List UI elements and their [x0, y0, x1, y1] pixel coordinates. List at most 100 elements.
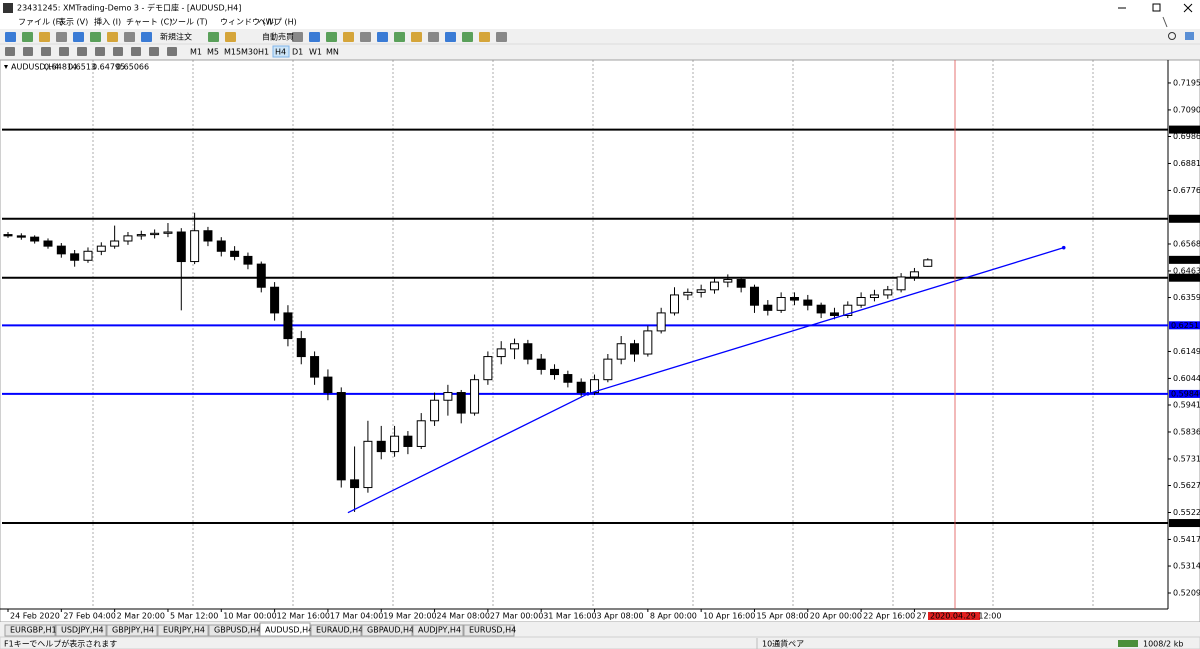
x-tick-label: 15 Apr 08:00 — [756, 612, 808, 621]
header-marker — [4, 65, 8, 69]
menu-item[interactable]: ウィンドウ (W) — [220, 18, 277, 27]
toolbar-icon[interactable] — [73, 32, 84, 42]
tab-label[interactable]: EURUSD,H4 — [469, 626, 516, 635]
tab-label[interactable]: GBPUSD,H4 — [214, 626, 261, 635]
tool-icon[interactable] — [77, 47, 87, 56]
tool-icon[interactable] — [113, 47, 123, 56]
new-order-button[interactable]: 新規注文 — [160, 32, 192, 42]
x-tick-label: 3 Apr 08:00 — [597, 612, 644, 621]
timeframe-button[interactable]: M1 — [190, 48, 202, 57]
tab[interactable] — [106, 624, 158, 637]
toolbar-icon[interactable] — [479, 32, 490, 42]
timeframe-button[interactable]: MN — [326, 48, 339, 57]
tab[interactable] — [4, 624, 56, 637]
tab-label[interactable]: GBPAUD,H4 — [367, 626, 414, 635]
tab[interactable] — [361, 624, 413, 637]
timeframe-button[interactable]: W1 — [309, 48, 322, 57]
tab[interactable] — [463, 624, 515, 637]
community-icon[interactable] — [1185, 32, 1194, 40]
menu-item[interactable]: 挿入 (I) — [94, 17, 121, 27]
tab[interactable] — [259, 622, 311, 637]
menu-item[interactable]: ヘルプ (H) — [258, 18, 297, 27]
toolbar-icon[interactable] — [292, 32, 303, 42]
y-tick-label: 0.54179 — [1173, 535, 1200, 544]
toolbar-icon[interactable] — [343, 32, 354, 42]
candle-body — [603, 358, 613, 381]
toolbar-icon[interactable] — [225, 32, 236, 42]
candle-body — [56, 245, 66, 255]
toolbar-icon[interactable] — [462, 32, 473, 42]
window-controls[interactable] — [1118, 3, 1193, 13]
auto-trade-button[interactable]: 自動売買 — [262, 32, 294, 42]
tab-label[interactable]: AUDUSD,H4 — [265, 626, 313, 635]
toolbar-icon[interactable] — [377, 32, 388, 42]
toolbar-icon[interactable] — [124, 32, 135, 42]
toolbar-icon[interactable] — [90, 32, 101, 42]
tool-icon[interactable] — [131, 47, 141, 56]
candle-body — [456, 392, 466, 414]
toolbar-icon[interactable] — [107, 32, 118, 42]
toolbar-icon[interactable] — [394, 32, 405, 42]
tool-icon[interactable] — [149, 47, 159, 56]
tab[interactable] — [55, 624, 107, 637]
search-icon[interactable] — [1168, 32, 1176, 40]
tab-label[interactable]: EURAUD,H4 — [316, 626, 363, 635]
timeframe-button[interactable]: H1 — [258, 48, 269, 57]
close-button[interactable] — [1183, 3, 1193, 13]
toolbar-icon[interactable] — [208, 32, 219, 42]
y-tick-label: 0.55229 — [1173, 508, 1200, 517]
menu-item[interactable]: 表示 (V) — [58, 17, 88, 27]
candle-body — [270, 286, 280, 314]
timeframe-button[interactable]: H4 — [275, 48, 286, 57]
tool-icon[interactable] — [5, 47, 15, 56]
timeframe-button[interactable]: M15 — [224, 48, 241, 57]
menu-item[interactable]: ファイル (F) — [18, 18, 63, 27]
x-tick-label: 20 Apr 00:00 — [810, 612, 862, 621]
candle-body — [470, 379, 480, 414]
toolbar-icon[interactable] — [56, 32, 67, 42]
tool-icon[interactable] — [167, 47, 177, 56]
tool-icon[interactable] — [95, 47, 105, 56]
tab[interactable] — [310, 624, 362, 637]
level-price-label: 0.54818 — [1171, 519, 1200, 528]
candle-body — [216, 240, 226, 252]
bid-price-label: 0.65066 — [1171, 255, 1200, 264]
tab-label[interactable]: EURJPY,H4 — [163, 626, 205, 635]
x-tick-label: 17 Mar 04:00 — [330, 612, 383, 621]
timeframe-button[interactable]: M5 — [207, 48, 219, 57]
tab[interactable] — [208, 624, 260, 637]
tab[interactable] — [157, 624, 209, 637]
y-tick-label: 0.56279 — [1173, 481, 1200, 490]
timeframe-button[interactable]: M30 — [241, 48, 258, 57]
connection-icon — [1118, 640, 1138, 647]
candle-body — [763, 304, 773, 311]
toolbar-icon[interactable] — [326, 32, 337, 42]
toolbar-icon[interactable] — [309, 32, 320, 42]
tab-label[interactable]: GBPJPY,H4 — [112, 626, 154, 635]
candle-body — [296, 338, 306, 358]
toolbar-icon[interactable] — [141, 32, 152, 42]
menu-item[interactable]: ツール (T) — [170, 18, 208, 27]
candle-body — [430, 399, 440, 422]
timeframe-button[interactable]: D1 — [292, 48, 303, 57]
toolbar-icon[interactable] — [5, 32, 16, 42]
tool-icon[interactable] — [23, 47, 33, 56]
tab-label[interactable]: AUDJPY,H4 — [418, 626, 461, 635]
toolbar-icon[interactable] — [428, 32, 439, 42]
menu-item[interactable]: チャート (C) — [126, 18, 172, 27]
restore-button[interactable] — [1152, 3, 1161, 12]
tab-label[interactable]: EURGBP,H1 — [10, 626, 57, 635]
tab-label[interactable]: USDJPY,H4 — [61, 626, 104, 635]
mdi-min[interactable] — [1162, 16, 1168, 28]
toolbar-icon[interactable] — [39, 32, 50, 42]
toolbar-icon[interactable] — [360, 32, 371, 42]
tab[interactable] — [412, 624, 464, 637]
toolbar-icon[interactable] — [496, 32, 507, 42]
toolbar-icon[interactable] — [22, 32, 33, 42]
toolbar-icon[interactable] — [445, 32, 456, 42]
tool-icon[interactable] — [41, 47, 51, 56]
cursor-label-box — [928, 612, 980, 620]
tool-icon[interactable] — [59, 47, 69, 56]
toolbar-icon[interactable] — [411, 32, 422, 42]
candle-body — [110, 240, 120, 247]
